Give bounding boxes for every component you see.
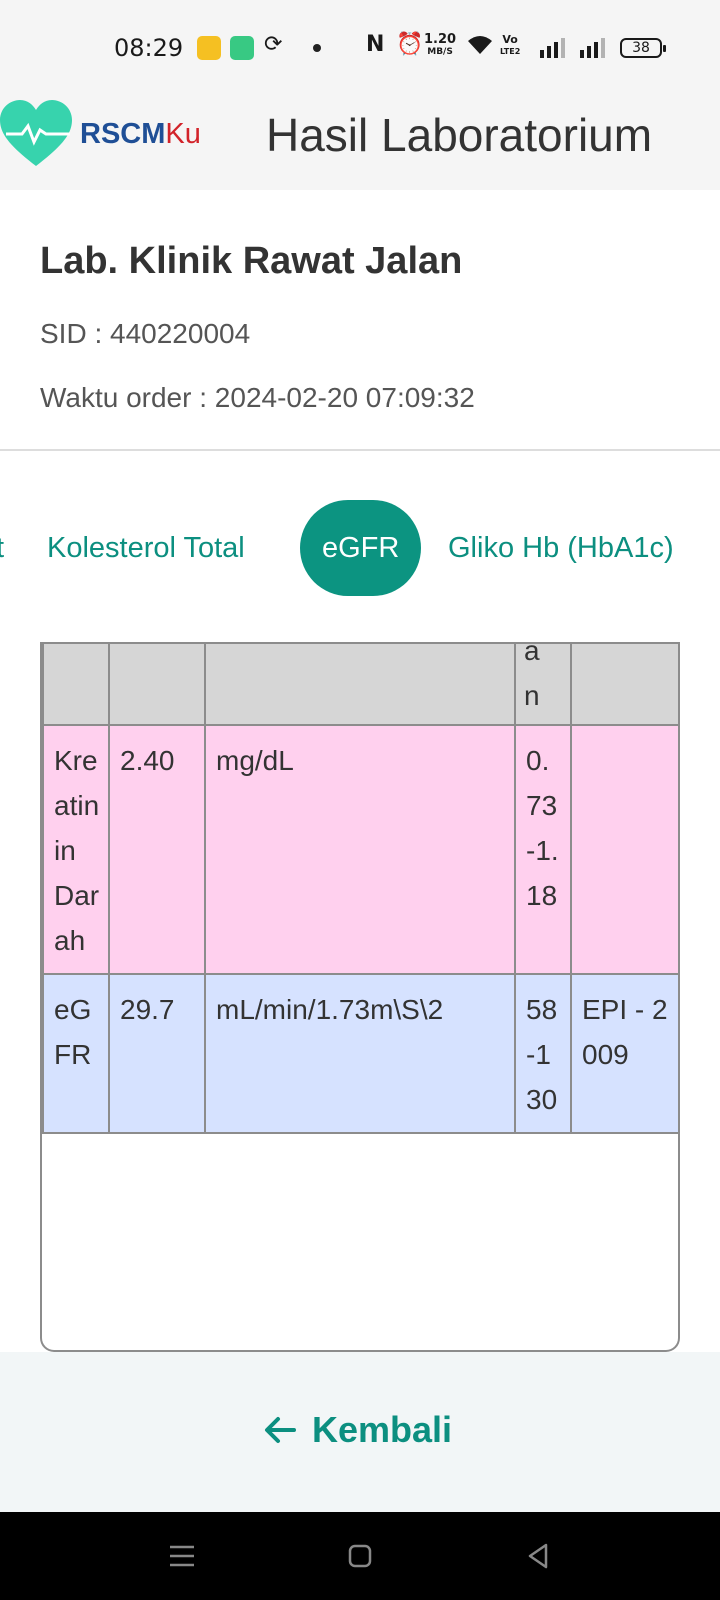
tab-egfr[interactable]: eGFR [300,500,422,596]
header-cell [570,642,678,726]
tab-kolesterol-total[interactable]: Kolesterol Total [47,532,245,564]
order-info: Lab. Klinik Rawat Jalan SID : 440220004 … [0,190,720,450]
volte-top: Vo [502,33,518,46]
test-unit: mL/min/1.73m\S\2 [204,973,516,1134]
test-value: 2.40 [108,724,206,975]
test-reference: 0.73-1.18 [514,724,572,975]
bottom-bar: Kembali [0,1352,720,1512]
test-name: Kreatinin Darah [42,724,110,975]
logo-text-rscm: RSCM [80,118,166,150]
header-cell-reference: a n [514,642,572,726]
back-button-label: Kembali [312,1409,453,1450]
lab-name: Lab. Klinik Rawat Jalan [40,240,463,282]
system-nav-bar [0,1512,720,1600]
test-reference: 58-130 [514,973,572,1134]
network-speed: 1.20 MB/S [424,32,457,58]
test-note: EPI - 2009 [570,973,678,1134]
header-cell [204,642,516,726]
rscmku-logo-icon [0,100,72,166]
signal-1-icon [540,38,565,58]
home-icon[interactable] [342,1538,378,1574]
signal-2-icon [580,38,605,58]
volte-badge: Vo LTE2 [500,34,520,58]
divider [0,449,720,451]
page-title: Hasil Laboratorium [266,109,653,161]
header-fragment: n [524,680,540,711]
results-table[interactable]: a n Kreatinin Darah 2.40 mg/dL 0.73-1.18… [40,642,680,1352]
tab-previous-partial[interactable]: t [0,532,5,564]
menu-icon[interactable] [164,1538,200,1574]
battery-icon: 38 [620,38,666,58]
order-time-text: Waktu order : 2024-02-20 07:09:32 [40,382,475,413]
test-value: 29.7 [108,973,206,1134]
table-row: Kreatinin Darah 2.40 mg/dL 0.73-1.18 [42,724,678,975]
sid-text: SID : 440220004 [40,318,251,349]
header-cell [42,642,110,726]
logo-text: RSCMKu [80,118,201,151]
battery-saver-icon [230,36,254,60]
share-icon: ⟳ [264,32,283,57]
wifi-icon [466,32,494,62]
test-tabs: t Kolesterol Total eGFR Gliko Hb (HbA1c) [0,500,720,596]
network-speed-value: 1.20 [424,32,457,47]
nfc-icon: N [366,32,385,57]
back-button[interactable]: Kembali [262,1400,452,1460]
more-notifications-icon [313,44,321,52]
back-nav-icon[interactable] [520,1538,556,1574]
app-header: RSCMKu Hasil Laboratorium [0,96,720,190]
test-unit: mg/dL [204,724,516,975]
tab-gliko-hb[interactable]: Gliko Hb (HbA1c) [448,532,674,564]
network-speed-unit: MB/S [427,47,453,57]
alarm-icon: ⏰ [396,32,424,57]
table-header-row: a n [42,642,678,726]
status-bar: 08:29 ⟳ N ⏰ 1.20 MB/S Vo LTE2 38 [0,0,720,96]
table-row: eGFR 29.7 mL/min/1.73m\S\2 58-130 EPI - … [42,973,678,1134]
arrow-left-icon [265,1417,296,1443]
test-note [570,724,678,975]
app-notification-icon [197,36,221,60]
volte-bottom: LTE2 [500,47,521,56]
test-name: eGFR [42,973,110,1134]
header-fragment: a [524,642,540,666]
status-time: 08:29 [114,34,184,62]
header-cell [108,642,206,726]
logo-text-ku: Ku [165,118,201,150]
